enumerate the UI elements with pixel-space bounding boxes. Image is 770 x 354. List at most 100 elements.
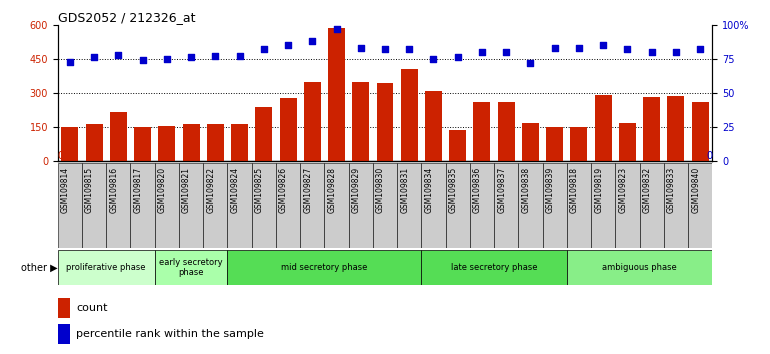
- Bar: [155, 163, 179, 248]
- Bar: [179, 163, 203, 248]
- Text: 0: 0: [58, 151, 64, 161]
- Bar: [85, 124, 102, 161]
- Text: GSM109834: GSM109834: [424, 167, 434, 213]
- Point: [185, 55, 197, 60]
- Text: GSM109836: GSM109836: [473, 167, 482, 213]
- Text: GSM109818: GSM109818: [570, 167, 579, 213]
- Bar: [619, 123, 636, 161]
- Bar: [276, 163, 300, 248]
- Bar: [377, 83, 393, 161]
- Point: [330, 26, 343, 32]
- Bar: [155, 250, 227, 285]
- Text: mid secretory phase: mid secretory phase: [281, 263, 367, 272]
- Bar: [203, 163, 227, 248]
- Bar: [58, 324, 69, 344]
- Bar: [594, 95, 611, 161]
- Text: GSM109832: GSM109832: [643, 167, 651, 213]
- Bar: [640, 163, 664, 248]
- Text: GSM109819: GSM109819: [594, 167, 603, 213]
- Bar: [207, 124, 224, 161]
- Bar: [227, 163, 252, 248]
- Bar: [494, 163, 518, 248]
- Bar: [227, 250, 421, 285]
- Bar: [470, 163, 494, 248]
- Point: [379, 46, 391, 52]
- Bar: [58, 297, 69, 318]
- Text: GSM109822: GSM109822: [206, 167, 216, 213]
- Point: [282, 42, 294, 48]
- Text: GSM109815: GSM109815: [85, 167, 94, 213]
- Text: GSM109833: GSM109833: [667, 167, 676, 213]
- Text: GSM109830: GSM109830: [376, 167, 385, 213]
- Point: [112, 52, 125, 58]
- Point: [403, 46, 415, 52]
- Point: [548, 45, 561, 51]
- Bar: [134, 127, 151, 161]
- Bar: [252, 163, 276, 248]
- Bar: [421, 163, 446, 248]
- Bar: [546, 127, 563, 161]
- Text: GSM109828: GSM109828: [327, 167, 336, 213]
- Bar: [58, 163, 82, 248]
- Point: [573, 45, 585, 51]
- Bar: [571, 127, 588, 161]
- Point: [645, 49, 658, 55]
- Bar: [474, 102, 490, 161]
- Text: GDS2052 / 212326_at: GDS2052 / 212326_at: [58, 11, 196, 24]
- Text: GSM109825: GSM109825: [255, 167, 264, 213]
- Point: [621, 46, 634, 52]
- Text: GSM109831: GSM109831: [400, 167, 409, 213]
- Text: GSM109816: GSM109816: [109, 167, 119, 213]
- Bar: [300, 163, 324, 248]
- Bar: [349, 163, 373, 248]
- Point: [500, 49, 512, 55]
- Bar: [425, 91, 442, 161]
- Text: GSM109837: GSM109837: [497, 167, 506, 213]
- Point: [136, 57, 149, 63]
- Bar: [615, 163, 640, 248]
- Bar: [643, 97, 660, 161]
- Text: GSM109823: GSM109823: [618, 167, 628, 213]
- Bar: [518, 163, 543, 248]
- Bar: [400, 69, 417, 161]
- Text: 0: 0: [706, 151, 712, 161]
- Text: late secretory phase: late secretory phase: [450, 263, 537, 272]
- Text: GSM109838: GSM109838: [521, 167, 531, 213]
- Text: count: count: [76, 303, 108, 313]
- Point: [597, 42, 609, 48]
- Text: GSM109821: GSM109821: [182, 167, 191, 213]
- Text: GSM109840: GSM109840: [691, 167, 700, 213]
- Text: GSM109827: GSM109827: [303, 167, 313, 213]
- Text: GSM109826: GSM109826: [279, 167, 288, 213]
- Text: GSM109824: GSM109824: [230, 167, 239, 213]
- Bar: [446, 163, 470, 248]
- Bar: [328, 28, 345, 161]
- Point: [306, 38, 319, 44]
- Text: percentile rank within the sample: percentile rank within the sample: [76, 329, 264, 339]
- Text: proliferative phase: proliferative phase: [66, 263, 146, 272]
- Bar: [130, 163, 155, 248]
- Bar: [421, 250, 567, 285]
- Bar: [567, 250, 712, 285]
- Point: [694, 46, 706, 52]
- Bar: [397, 163, 421, 248]
- Text: other ▶: other ▶: [21, 262, 57, 272]
- Bar: [497, 102, 514, 161]
- Text: GSM109829: GSM109829: [352, 167, 361, 213]
- Point: [670, 49, 682, 55]
- Point: [233, 53, 246, 59]
- Bar: [58, 250, 155, 285]
- Bar: [159, 126, 176, 161]
- Point: [524, 60, 537, 66]
- Bar: [449, 130, 466, 161]
- Bar: [691, 102, 708, 161]
- Text: GSM109820: GSM109820: [158, 167, 167, 213]
- Bar: [231, 124, 248, 161]
- Bar: [373, 163, 397, 248]
- Bar: [324, 163, 349, 248]
- Text: GSM109814: GSM109814: [61, 167, 70, 213]
- Bar: [522, 123, 539, 161]
- Bar: [688, 163, 712, 248]
- Bar: [591, 163, 615, 248]
- Point: [476, 49, 488, 55]
